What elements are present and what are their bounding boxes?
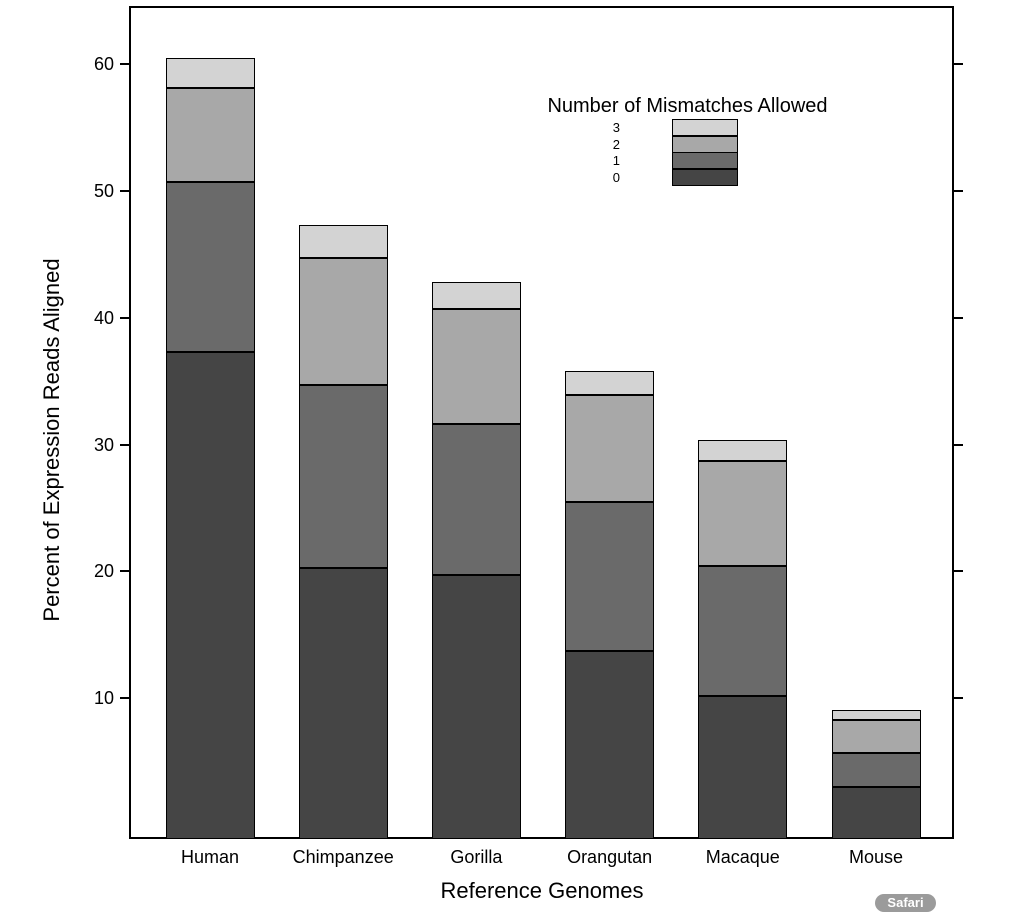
y-tick-label: 20 [93,561,114,582]
x-axis-title: Reference Genomes [440,878,644,903]
bar-segment-mouse-mm1 [831,752,921,787]
bar-segment-gorilla-mm2 [431,309,521,425]
legend-entry-label-mm2: 2 [612,136,620,152]
bar-segment-macaque-mm0 [698,695,788,839]
plot-frame [129,6,954,839]
y-tick-label: 10 [93,688,114,709]
legend-swatch-mm2 [672,135,738,153]
y-tick-mark-left [120,443,129,446]
bar-segment-gorilla-mm0 [431,575,521,839]
legend-swatch-mm1 [672,152,738,169]
bar-segment-orangutan-mm1 [565,501,655,652]
y-axis-title: Percent of Expression Reads Aligned [39,258,64,622]
y-tick-mark-left [120,63,129,66]
legend-entry-label-mm3: 3 [612,120,620,135]
bar-segment-chimpanzee-mm0 [298,567,388,839]
bar-segment-human-mm1 [165,182,255,353]
bar-segment-orangutan-mm3 [565,371,655,396]
y-tick-mark-left [120,190,129,193]
y-tick-label: 60 [93,54,114,75]
y-tick-mark-right [954,443,963,446]
y-tick-mark-right [954,316,963,319]
legend-swatch-mm0 [672,168,738,186]
bar-segment-gorilla-mm1 [431,424,521,576]
legend-entry-label-mm0: 0 [612,169,620,185]
x-category-label-chimpanzee: Chimpanzee [292,847,394,867]
bar-segment-chimpanzee-mm3 [298,225,388,259]
bar-segment-chimpanzee-mm1 [298,385,388,568]
y-tick-label: 50 [93,181,114,202]
bar-segment-human-mm2 [165,88,255,183]
bar-segment-human-mm3 [165,57,255,89]
x-category-label-human: Human [180,847,240,867]
bar-segment-macaque-mm3 [698,439,788,462]
y-tick-mark-left [120,316,129,319]
x-category-label-mouse: Mouse [848,847,904,867]
safari-badge: Safari [875,894,936,912]
bar-segment-mouse-mm2 [831,719,921,753]
y-tick-mark-left [120,697,129,700]
legend-title: Number of Mismatches Allowed [547,95,828,117]
y-tick-mark-right [954,697,963,700]
bar-segment-macaque-mm2 [698,461,788,567]
y-tick-mark-right [954,190,963,193]
y-tick-mark-right [954,570,963,573]
bar-segment-mouse-mm3 [831,709,921,720]
legend-entry-label-mm1: 1 [612,153,620,168]
legend-swatch-mm3 [672,119,738,136]
x-category-label-gorilla: Gorilla [450,847,503,867]
bar-segment-gorilla-mm3 [431,282,521,310]
bar-segment-orangutan-mm0 [565,651,655,839]
bar-segment-chimpanzee-mm2 [298,258,388,386]
bar-segment-orangutan-mm2 [565,395,655,502]
y-tick-mark-right [954,63,963,66]
bar-segment-mouse-mm0 [831,787,921,839]
y-tick-label: 40 [93,307,114,328]
x-category-label-orangutan: Orangutan [567,847,653,867]
y-tick-mark-left [120,570,129,573]
bar-segment-human-mm0 [165,352,255,839]
y-tick-label: 30 [93,434,114,455]
x-category-label-macaque: Macaque [705,847,780,867]
bar-segment-macaque-mm1 [698,566,788,696]
